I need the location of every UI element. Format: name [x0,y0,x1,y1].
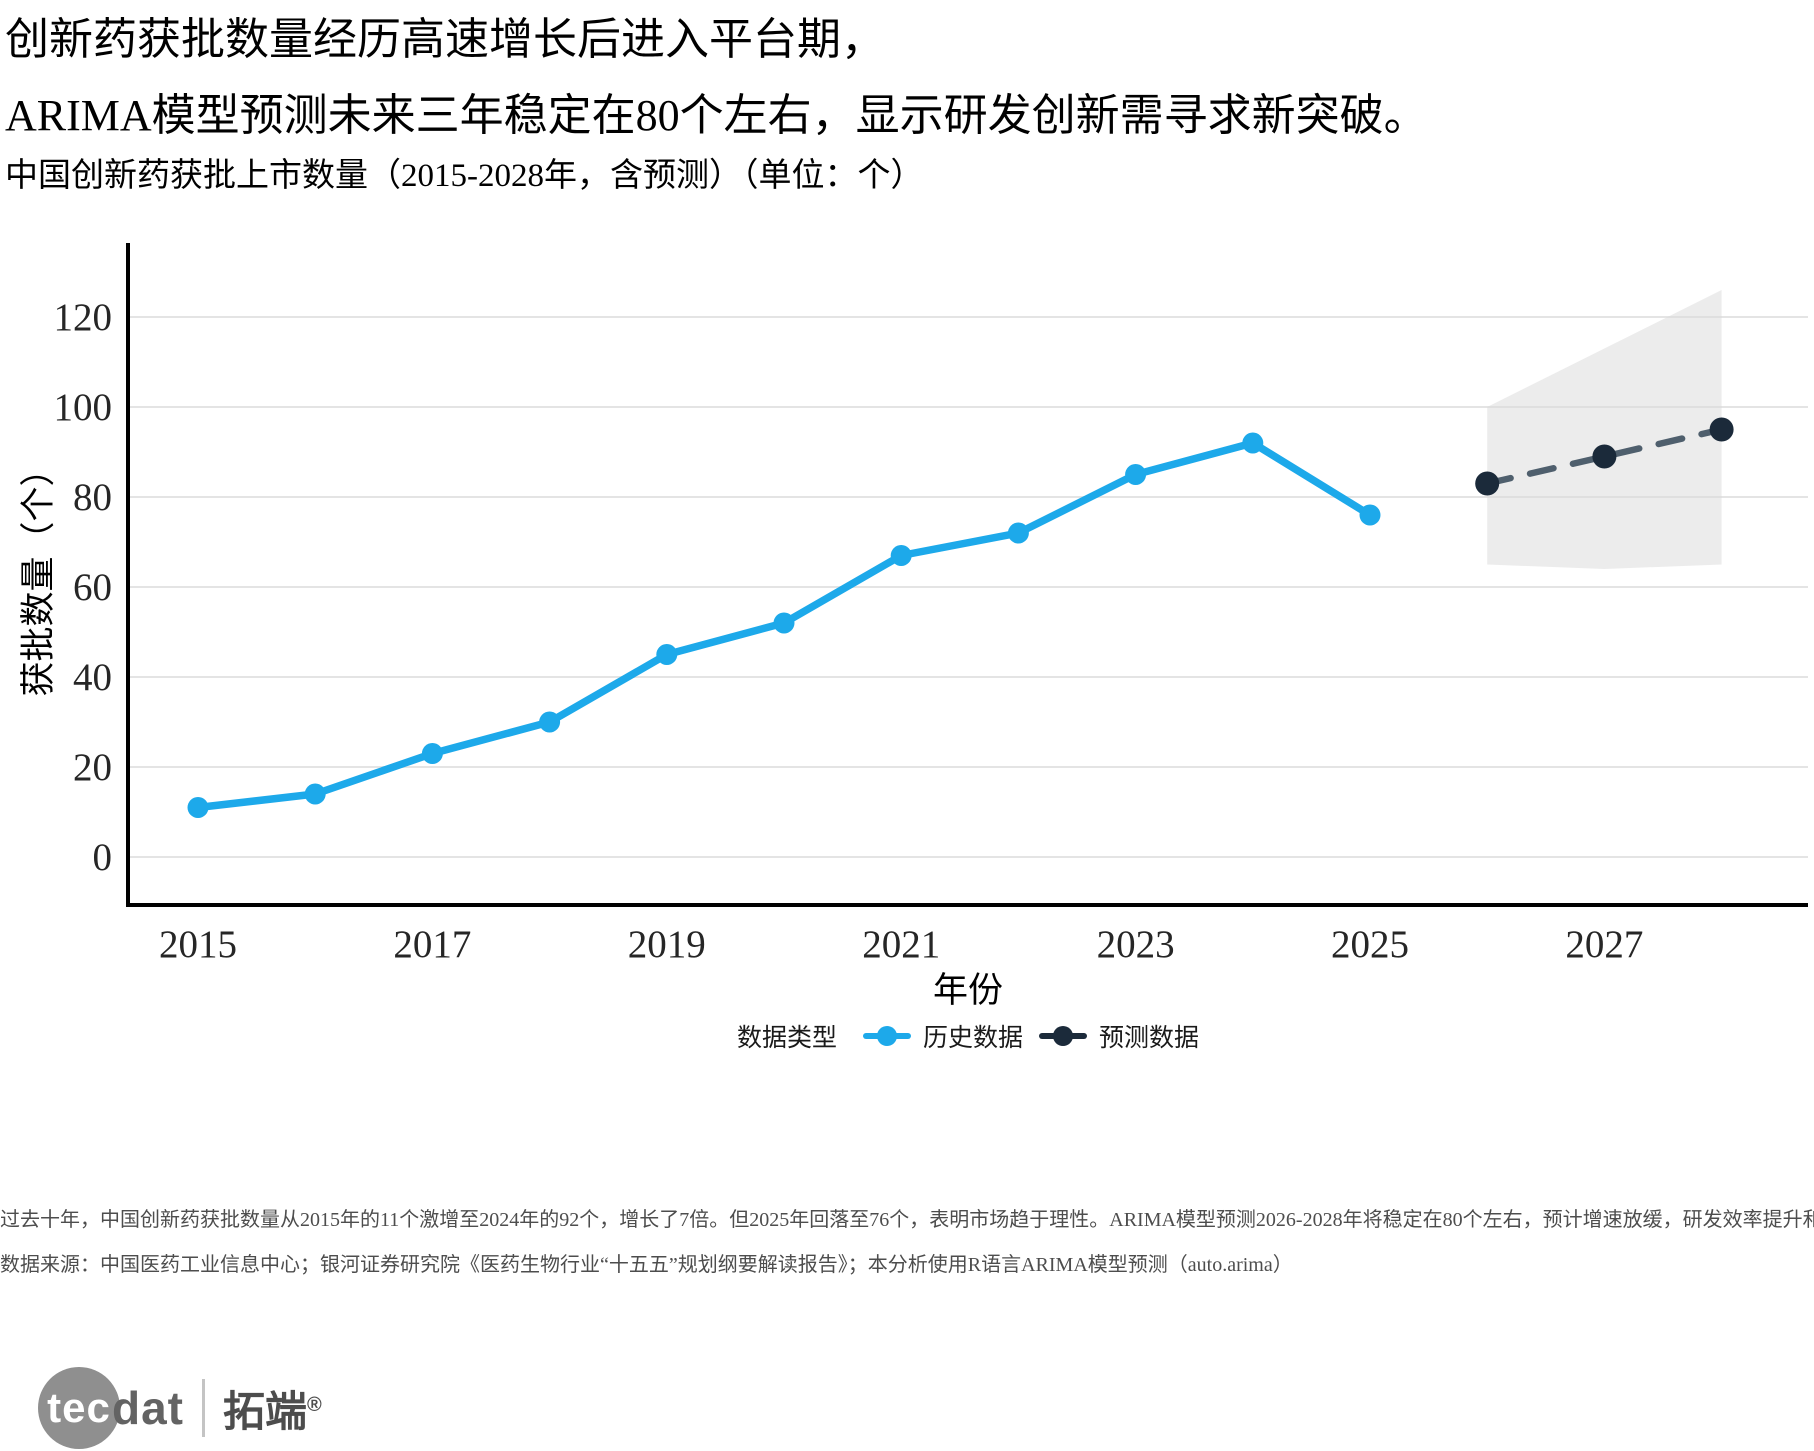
y-tick-label: 40 [73,656,112,699]
chart-subtitle: 中国创新药获批上市数量（2015-2028年，含预测）（单位：个） [5,158,924,194]
forecast-point [1709,417,1734,442]
y-tick-label: 20 [73,746,112,789]
forecast-confidence-band [1487,290,1722,569]
x-tick-label: 2023 [1097,923,1175,966]
legend-title: 数据类型 [736,1025,837,1052]
history-point [421,743,443,764]
y-axis-title: 获批数量（个） [19,451,58,696]
history-point [1242,432,1264,454]
y-tick-label: 80 [73,476,112,519]
x-tick-label: 2027 [1565,923,1643,966]
line-chart: 0 20 40 60 80 100 120 2015 2017 2019 2021 2023 2025 2… [19,243,1808,1010]
history-point [890,545,912,566]
chart-caption: 过去十年，中国创新药获批数量从2015年的11个激增至2024年的92个，增长了… [0,1198,1814,1288]
legend-label-history: 历史数据 [922,1025,1023,1052]
x-axis-title: 年份 [933,971,1003,1010]
y-tick-label: 0 [93,836,113,879]
history-point [539,711,561,733]
x-tick-label: 2019 [628,923,706,966]
title-line-2: ARIMA模型预测未来三年稳定在80个左右，显示研发创新需寻求新突破。 [5,91,1428,140]
forecast-line [1483,426,1725,487]
tecdat-logo: tec dat 拓端® [38,1366,322,1450]
page-title: 创新药获批数量经历高速增长后进入平台期， ARIMA模型预测未来三年稳定在80个… [5,2,1428,154]
history-point [304,783,326,805]
y-tick-label: 120 [54,296,113,339]
chart-legend: 数据类型 历史数据 预测数据 [128,1016,1808,1056]
history-point [1125,464,1147,485]
forecast-series-swatch-icon [1039,1023,1087,1049]
history-point [773,612,795,634]
x-tick-label: 2017 [393,923,471,966]
forecast-point [1475,471,1500,496]
history-point [1359,504,1381,526]
history-series-swatch-icon [862,1023,911,1049]
x-tick-label: 2021 [862,923,940,966]
registered-mark: ® [307,1393,322,1416]
legend-item-history: 历史数据 [862,1018,1023,1054]
history-point [656,644,678,665]
logo-divider [202,1379,205,1437]
logo-circle-icon: tec [38,1367,120,1449]
forecast-point [1592,444,1617,469]
history-point [187,797,209,818]
legend-label-forecast: 预测数据 [1099,1025,1200,1052]
y-tick-label: 60 [73,566,112,609]
title-line-1: 创新药获批数量经历高速增长后进入平台期， [5,15,885,64]
caption-source: 数据来源：中国医药工业信息中心；银河证券研究院《医药生物行业“十五五”规划纲要解… [0,1254,1293,1276]
y-tick-label: 100 [54,386,113,429]
caption-analysis: 过去十年，中国创新药获批数量从2015年的11个激增至2024年的92个，增长了… [0,1209,1814,1231]
history-point [1007,522,1029,544]
x-tick-label: 2015 [159,923,237,966]
legend-item-forecast: 预测数据 [1039,1018,1199,1054]
x-tick-label: 2025 [1331,923,1409,966]
